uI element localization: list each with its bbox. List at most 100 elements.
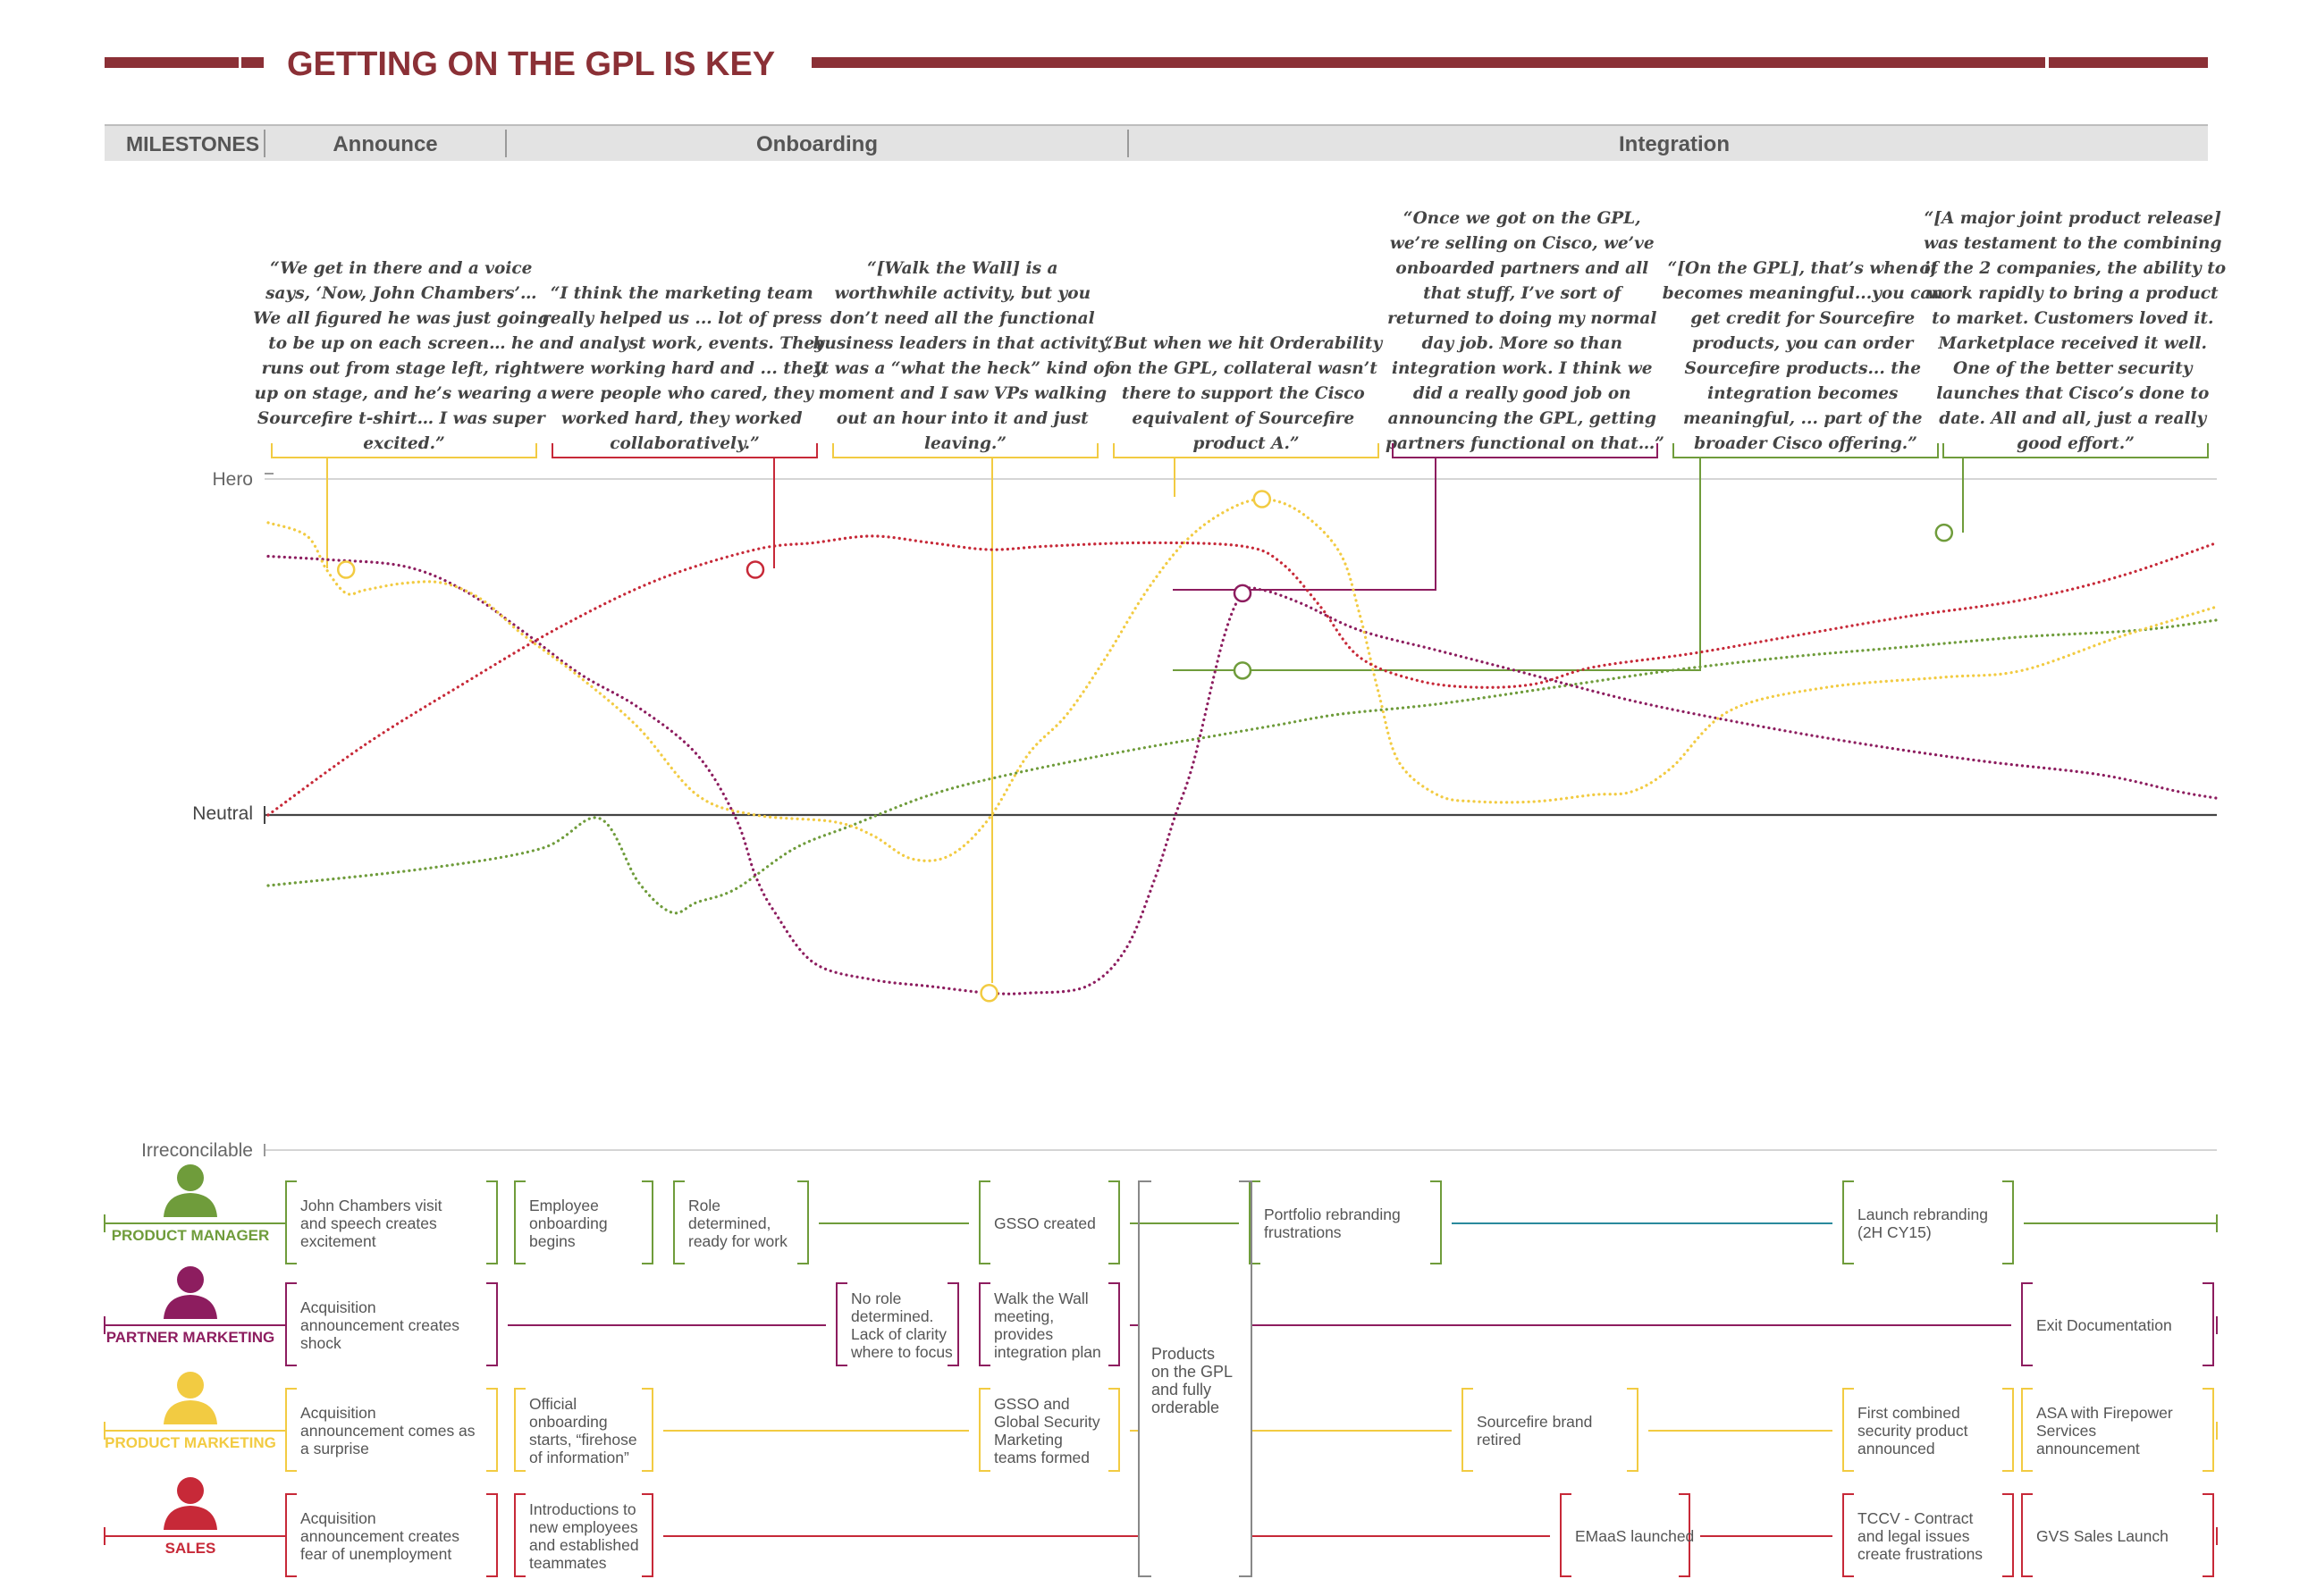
quote-line: that stuff, I’ve sort of [1423,284,1623,303]
milestones-header: MILESTONES Announce Onboarding Integrati… [105,124,2208,161]
hero-label: Hero [212,469,253,490]
quote-bracket [1392,443,1658,458]
event-line: and established [529,1536,639,1554]
role-label: PRODUCT MANAGER [112,1227,270,1244]
event-line: (2H CY15) [1857,1223,1932,1241]
quote-bracket [832,443,1099,458]
event-card: Role determined, ready for work [673,1180,809,1264]
title-banner: GETTING ON THE GPL IS KEY [105,46,2208,83]
event-line: No role [851,1289,901,1307]
event-bracket-left [1560,1493,1571,1577]
quote-bracket [1942,443,2209,458]
quote-line: to market. Customers loved it. [1932,309,2213,328]
event-bracket-left [1842,1180,1854,1264]
event-card: Acquisition announcement creates fear of u… [285,1493,498,1577]
event-bracket-left [979,1388,990,1472]
event-bracket-right [642,1180,653,1264]
lane-sales: SALES Acquisition announcement creates fear… [104,1477,2218,1577]
quote-bracket [1113,443,1379,458]
quote-marker [336,560,356,579]
lane-product-manager: PRODUCT MANAGER John Chambers visit and sp… [104,1164,2218,1264]
event-card: Portfolio rebranding frustrations [1249,1180,1442,1264]
title-rule-left-tip [241,57,264,68]
quote-text: “Once we got on the GPL, we’re selling o… [1386,209,1664,453]
quote-marker [1233,584,1252,603]
event-line: Global Security [994,1413,1100,1431]
event-bracket-left [1842,1493,1854,1577]
event-line: Launch rebranding [1857,1205,1988,1223]
page-title: GETTING ON THE GPL IS KEY [287,46,775,83]
event-line: ASA with Firepower [2036,1404,2173,1422]
event-line: announced [1857,1440,1935,1457]
quote-line: It was a “what the heck” kind of [813,359,1114,378]
quote-bubble: “[On the GPL], that’s when it becomes me… [1663,259,1950,458]
person-body [164,1400,217,1424]
gpl-bracket-left [1138,1180,1151,1577]
product-marketing-curve [266,497,2219,862]
quote-line: get credit for Sourcefire [1690,309,1915,328]
event-bracket-right [642,1388,653,1472]
quote-line: did a really good job on [1413,384,1631,403]
quote-line: broader Cisco offering.” [1694,434,1917,453]
irreconcilable-label: Irreconcilable [141,1140,253,1161]
quote-text: “[On the GPL], that’s when it becomes me… [1663,259,1950,453]
event-text: GVS Sales Launch [2036,1527,2169,1545]
event-line: Sourcefire brand [1477,1413,1592,1431]
event-line: EMaaS launched [1575,1527,1694,1545]
event-text: Walk the Wall meeting, provides integration… [994,1289,1101,1361]
quote-connectors [326,458,1964,983]
event-card: Official onboarding starts, “firehose of in… [514,1388,653,1472]
milestones-label: MILESTONES [126,132,259,155]
event-text: Exit Documentation [2036,1316,2172,1334]
event-text: Acquisition announcement creates shock [300,1298,459,1352]
event-bracket-left [514,1493,526,1577]
quote-bubble: “[A major joint product release] was tes… [1919,209,2226,458]
event-card: Walk the Wall meeting, provides integration… [979,1282,1120,1366]
curve-markers [336,490,1954,1003]
quote-connector [1173,458,1436,591]
title-rule-left [105,57,239,68]
quote-line: “[A major joint product release] [1925,209,2222,228]
quote-line: integration becomes [1707,384,1899,403]
event-bracket-left [1249,1180,1260,1264]
event-line: Acquisition [300,1509,376,1527]
quote-marker [745,560,765,579]
person-body [164,1295,217,1319]
event-bracket-left [1461,1388,1473,1472]
event-bracket-right [486,1493,498,1577]
event-bracket-left [2021,1493,2033,1577]
event-text: Introductions to new employees and establi… [529,1500,639,1572]
event-bracket-left [1842,1388,1854,1472]
event-line: Exit Documentation [2036,1316,2172,1334]
quote-line: to be up on each screen… he [268,334,534,353]
quote-line: worked hard, they worked [561,409,803,428]
quote-line: moment and I saw VPs walking [818,384,1107,403]
quote-line: meaningful, ... part of the [1683,409,1922,428]
quote-line: on the GPL, collateral wasn’t [1109,359,1377,378]
event-line: provides [994,1325,1053,1343]
event-line: begins [529,1232,576,1250]
quote-bubble: “But when we hit Orderability on the GPL… [1104,334,1384,458]
quote-line: we’re selling on Cisco, we’ve [1390,234,1655,253]
event-line: Role [688,1197,720,1214]
event-card: EMaaS launched [1560,1493,1694,1577]
event-card: Employee onboarding begins [514,1180,653,1264]
event-line: ready for work [688,1232,788,1250]
quote-connector [1173,458,1701,671]
quote-line: becomes meaningful...you can [1663,284,1943,303]
role-label: PRODUCT MARKETING [105,1434,276,1451]
product-manager-curve [266,618,2219,915]
role-label: PARTNER MARKETING [106,1329,275,1346]
role-label: SALES [165,1540,216,1557]
quote-bubbles: “We get in there and a voice says, ‘Now,… [253,209,2226,458]
quote-bracket [552,443,818,458]
quote-line: excited.” [363,434,444,453]
event-text: Sourcefire brand retired [1477,1413,1592,1449]
event-bracket-right [2002,1493,2014,1577]
event-line: announcement creates [300,1527,459,1545]
event-bracket-right [486,1180,498,1264]
event-line: determined, [688,1214,771,1232]
event-line: onboarding [529,1413,608,1431]
event-text: No role determined. Lack of clarity where t… [850,1289,953,1361]
